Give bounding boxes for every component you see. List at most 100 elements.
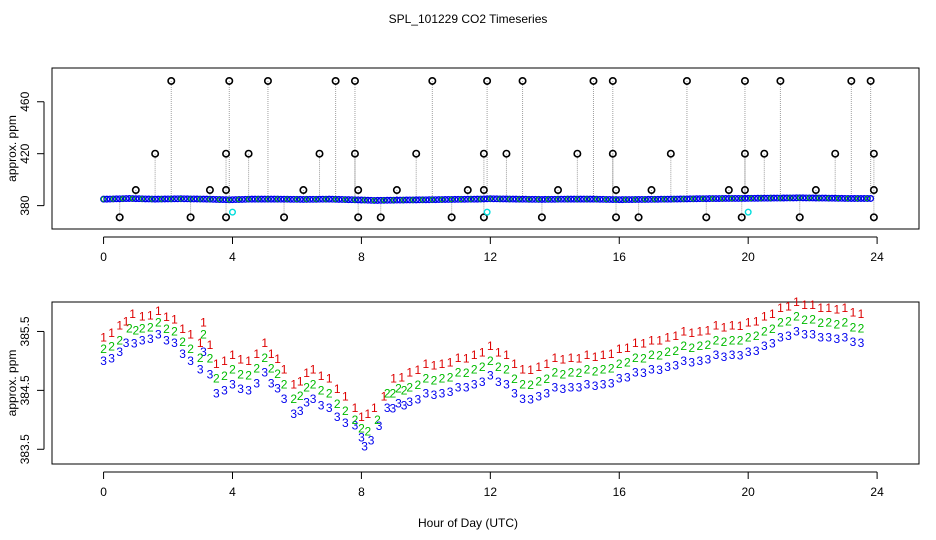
series-2-point: 2 (479, 360, 486, 374)
series-3-point: 3 (147, 332, 154, 346)
baseline-point (196, 195, 204, 203)
baseline-point-alt (352, 197, 358, 203)
outlier-point (740, 76, 749, 85)
baseline-point (709, 195, 717, 203)
x-tick-label: 4 (229, 485, 236, 499)
series-3-point: 3 (447, 385, 454, 399)
baseline-point (818, 194, 826, 202)
baseline-point (580, 195, 588, 203)
outlier-point (479, 186, 488, 195)
series-1-point: 1 (108, 326, 115, 340)
cyan-point (228, 208, 236, 216)
series-3-point: 3 (608, 376, 615, 390)
series-3-point: 3 (423, 386, 430, 400)
baseline-point (596, 195, 604, 203)
series-3-point: 3 (237, 382, 244, 396)
baseline-point (406, 196, 414, 204)
series-2-point: 2 (126, 322, 133, 336)
baseline-point (332, 195, 340, 203)
x-tick-label: 16 (613, 250, 627, 264)
series-1-point: 1 (487, 339, 494, 353)
outlier-point (479, 213, 488, 222)
series-3-point: 3 (761, 339, 768, 353)
baseline-point (619, 196, 626, 204)
outlier-point (866, 76, 875, 85)
baseline-point (338, 196, 346, 203)
baseline-point (264, 195, 272, 203)
series-3-point: 3 (431, 388, 438, 402)
baseline-point (535, 195, 543, 203)
outlier-point (244, 149, 253, 158)
series-1-point: 1 (261, 336, 268, 350)
series-2-point: 2 (769, 322, 776, 336)
baseline-point (441, 196, 449, 203)
series-3-point: 3 (745, 345, 752, 359)
x-tick-label: 24 (870, 485, 884, 499)
outlier-point (737, 213, 746, 222)
baseline-point-alt (216, 196, 223, 203)
baseline-point (235, 196, 243, 203)
series-3-point: 3 (487, 369, 494, 383)
outlier-point (869, 213, 878, 222)
baseline-point (254, 195, 262, 203)
baseline-point (203, 195, 211, 203)
baseline-point-alt (323, 196, 329, 202)
baseline-point-alt (284, 196, 290, 202)
baseline-point (828, 194, 836, 202)
baseline-point-alt (265, 196, 271, 202)
series-2-point: 2 (584, 363, 591, 377)
y-tick-label: 420 (18, 143, 32, 163)
series-2-point: 2 (817, 316, 824, 330)
series-3-point: 3 (342, 416, 349, 430)
x-axis-label: Hour of Day (UTC) (418, 516, 518, 530)
series-3-point: 3 (793, 324, 800, 338)
series-1-point: 1 (680, 324, 687, 338)
series-2-point: 2 (600, 363, 607, 377)
baseline-point (428, 196, 436, 204)
outlier-point (205, 186, 214, 195)
baseline-point (119, 195, 127, 203)
baseline-point-alt (855, 195, 861, 202)
series-1-point: 1 (801, 298, 808, 312)
series-2-point: 2 (326, 386, 333, 400)
baseline-point (280, 195, 288, 203)
baseline-point (677, 195, 684, 203)
baseline-point (815, 194, 823, 202)
baseline-point (606, 196, 614, 203)
baseline-point-alt (149, 196, 155, 202)
series-3-point: 3 (503, 377, 510, 391)
baseline-point-alt (439, 196, 445, 203)
baseline-point (522, 195, 530, 203)
series-1-point: 1 (326, 372, 333, 386)
baseline-point (831, 194, 839, 202)
series-3-point: 3 (729, 348, 736, 362)
series-1-point: 1 (455, 351, 462, 365)
series-2-point: 2 (527, 378, 534, 392)
series-2-point: 2 (656, 348, 663, 362)
baseline-point (142, 195, 149, 203)
baseline-point (544, 195, 552, 203)
series-2-point: 2 (274, 367, 281, 381)
series-1-point: 1 (213, 357, 220, 371)
plot-frame (51, 67, 920, 230)
series-1-point: 1 (713, 319, 720, 333)
x-tick-label: 12 (484, 250, 498, 264)
series-3-point: 3 (785, 329, 792, 343)
outlier-point (479, 149, 488, 158)
series-2-point: 2 (406, 380, 413, 394)
series-3-point: 3 (253, 376, 260, 390)
series-1-point: 1 (560, 353, 567, 367)
y-axis-label: approx. ppm (5, 115, 19, 182)
baseline-point (109, 195, 117, 203)
series-3-point: 3 (769, 337, 776, 351)
baseline-point-alt (448, 196, 455, 203)
y-tick-label: 384.5 (18, 375, 32, 405)
series-1-point: 1 (729, 319, 736, 333)
series-2-point: 2 (825, 316, 832, 330)
series-2-point: 2 (297, 389, 304, 403)
baseline-point (374, 196, 381, 204)
baseline-point (245, 195, 253, 203)
series-3-point: 3 (197, 363, 204, 377)
x-tick-label: 12 (484, 485, 498, 499)
